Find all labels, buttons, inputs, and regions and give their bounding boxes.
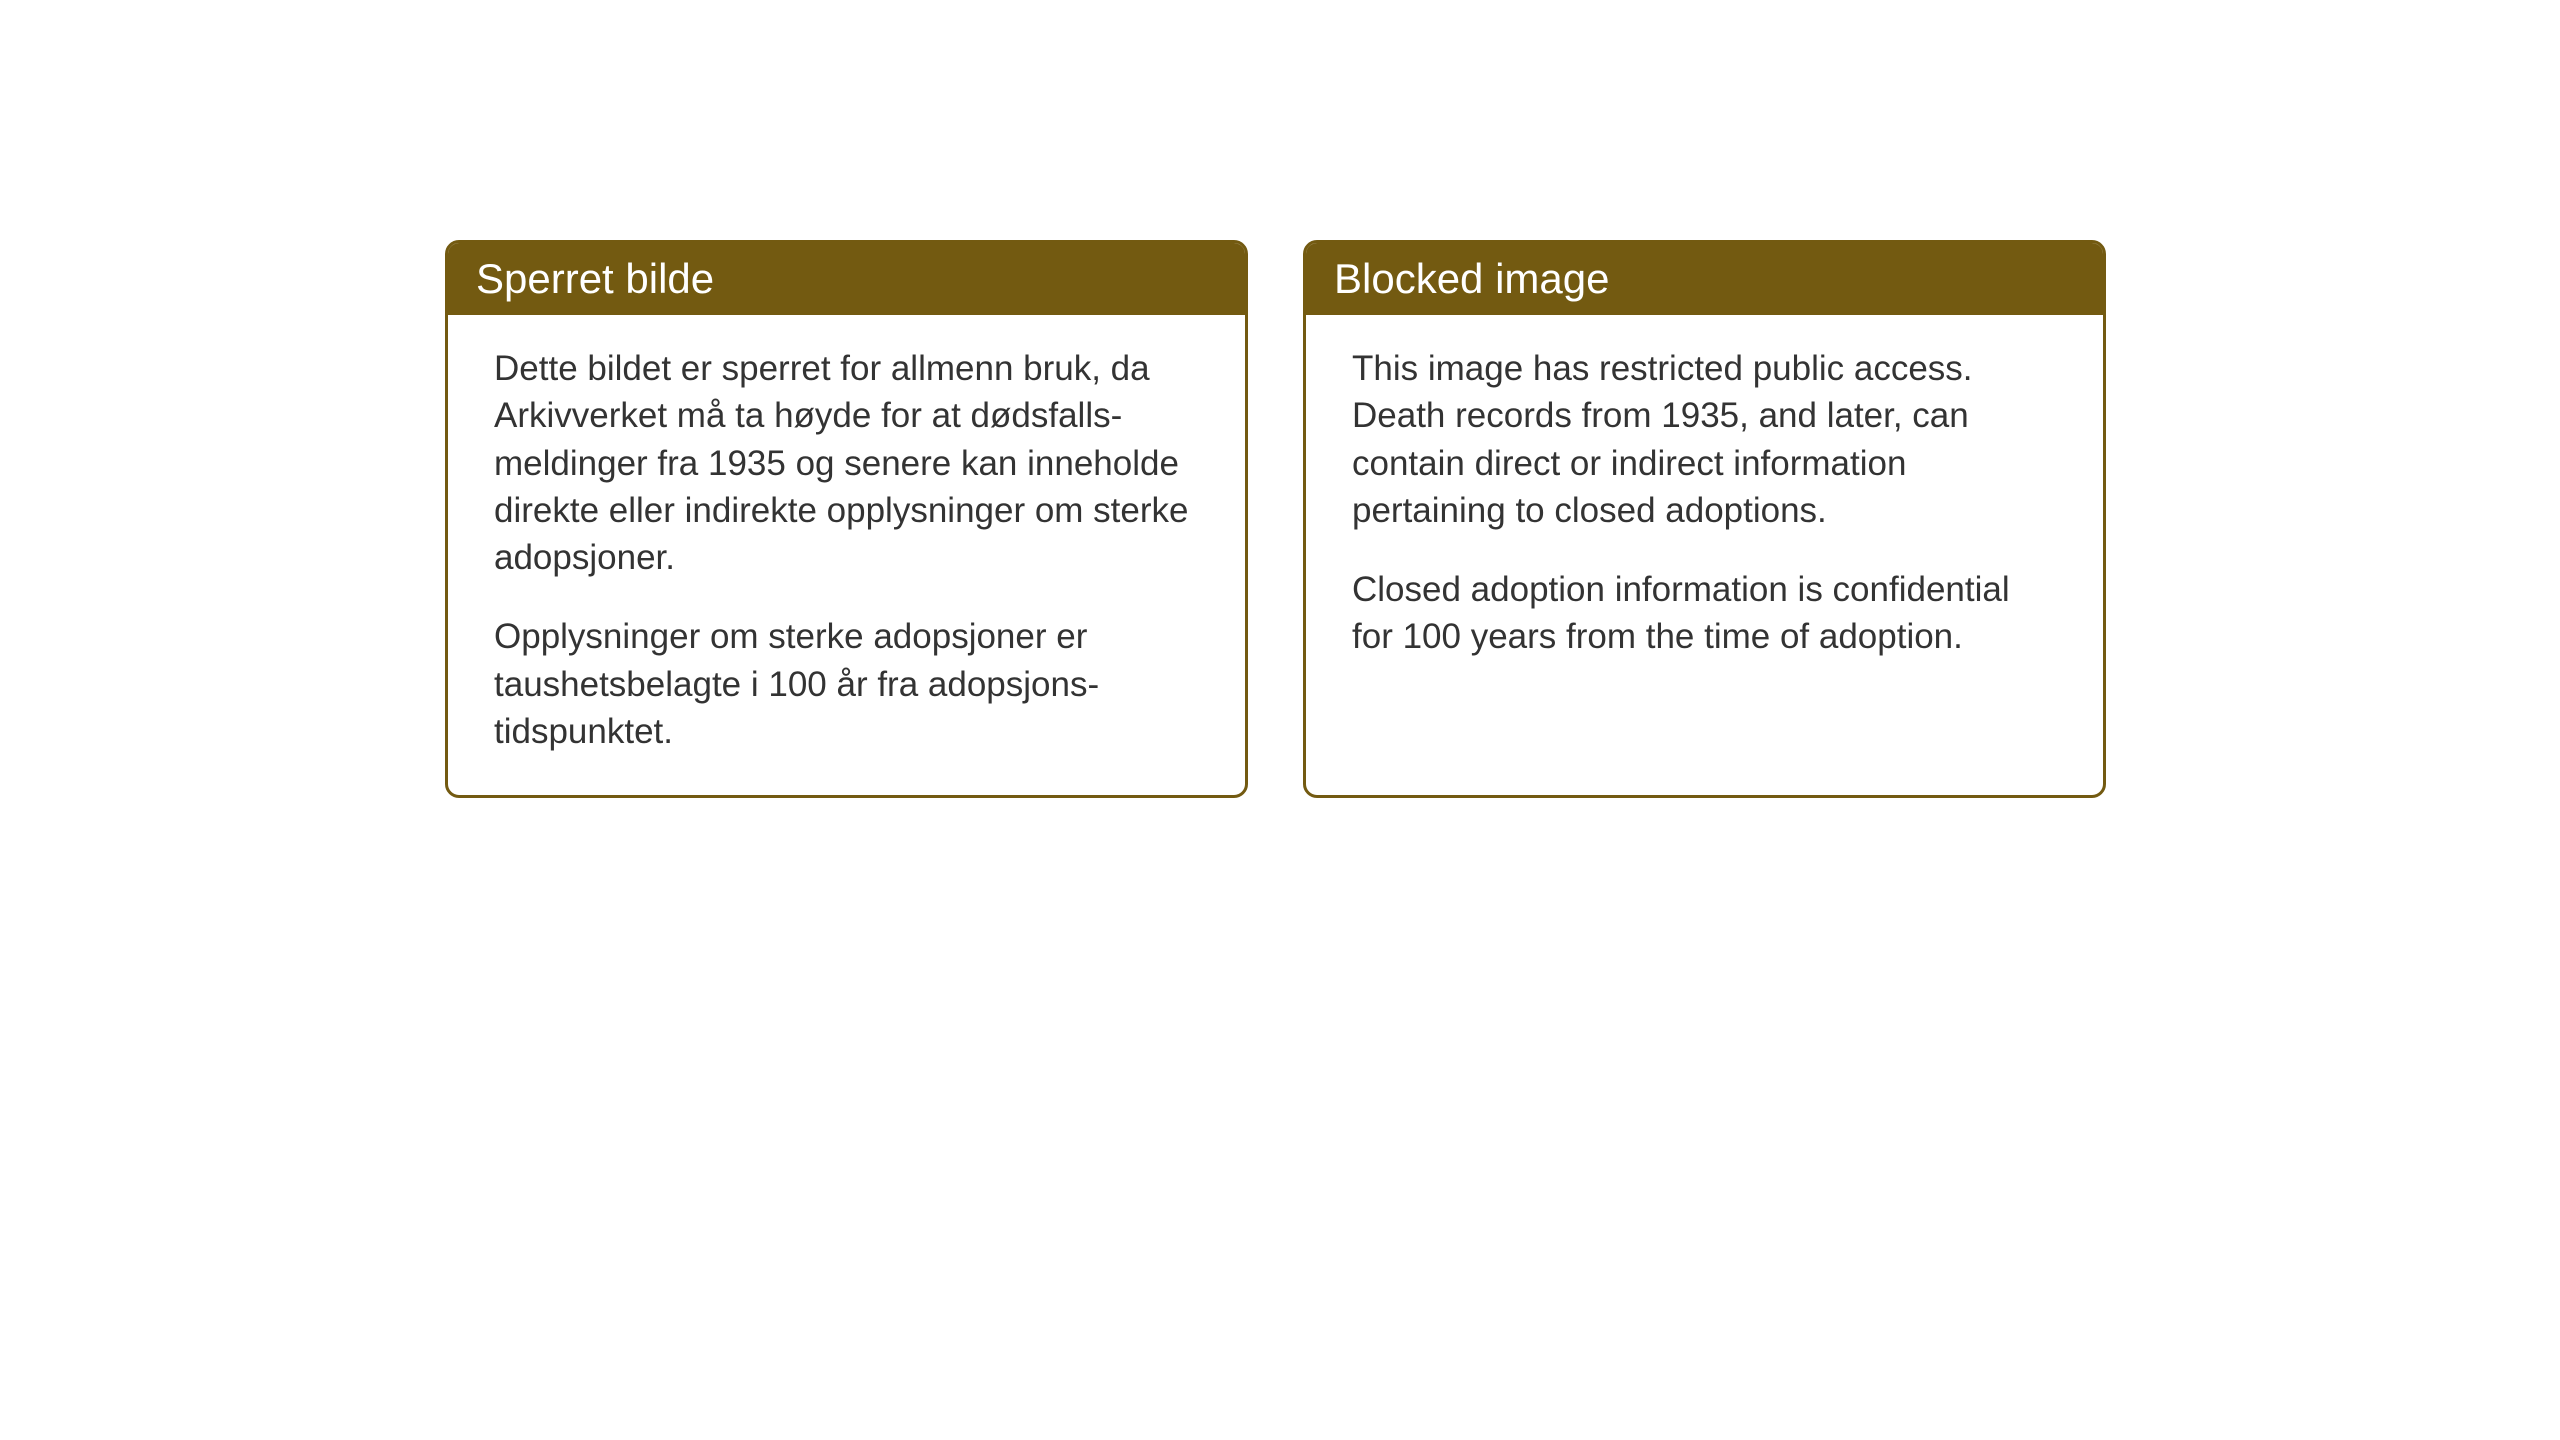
norwegian-paragraph-2: Opplysninger om sterke adopsjoner er tau… <box>494 613 1199 755</box>
english-card-header: Blocked image <box>1306 243 2103 315</box>
english-paragraph-1: This image has restricted public access.… <box>1352 345 2057 534</box>
norwegian-paragraph-1: Dette bildet er sperret for allmenn bruk… <box>494 345 1199 581</box>
norwegian-card-body: Dette bildet er sperret for allmenn bruk… <box>448 315 1245 795</box>
norwegian-card: Sperret bilde Dette bildet er sperret fo… <box>445 240 1248 798</box>
english-card: Blocked image This image has restricted … <box>1303 240 2106 798</box>
cards-container: Sperret bilde Dette bildet er sperret fo… <box>445 240 2106 798</box>
english-paragraph-2: Closed adoption information is confident… <box>1352 566 2057 661</box>
norwegian-card-header: Sperret bilde <box>448 243 1245 315</box>
english-card-body: This image has restricted public access.… <box>1306 315 2103 701</box>
norwegian-card-title: Sperret bilde <box>476 255 714 302</box>
english-card-title: Blocked image <box>1334 255 1609 302</box>
